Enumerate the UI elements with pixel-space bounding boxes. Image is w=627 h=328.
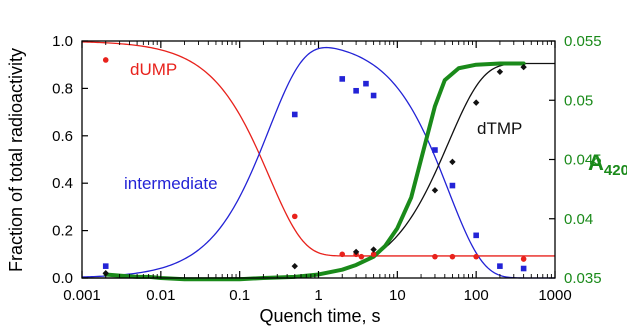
data-point-intermediate <box>520 265 527 272</box>
data-point-intermediate <box>363 80 369 87</box>
fit-curve-dtmp <box>82 62 555 279</box>
y-tick-label: 1.0 <box>52 33 73 50</box>
y2-tick-label: 0.04 <box>564 211 593 228</box>
data-point-dtmp <box>370 246 377 253</box>
data-point-intermediate <box>497 263 503 269</box>
y2-axis-title-main: A <box>588 150 604 175</box>
annotation-dump: dUMP <box>130 60 177 79</box>
data-point-intermediate <box>432 147 438 153</box>
data-point-dtmp <box>520 63 527 71</box>
x-tick-label: 1000 <box>538 287 571 304</box>
data-point-intermediate <box>339 76 346 82</box>
data-point-dtmp <box>102 270 109 277</box>
data-point-dtmp <box>291 262 298 270</box>
a420-trace <box>103 61 526 282</box>
data-point-intermediate <box>291 111 298 118</box>
data-point-intermediate <box>449 182 456 189</box>
data-point-dump <box>473 253 479 260</box>
x-tick-label: 1 <box>314 287 322 304</box>
fit-curve-intermediate <box>81 46 555 279</box>
data-point-dtmp <box>472 99 480 106</box>
x-tick-label: 10 <box>389 287 406 304</box>
data-point-intermediate <box>370 92 377 99</box>
annotation-dtmp: dTMP <box>477 119 522 138</box>
data-point-dump <box>291 213 298 220</box>
x-axis-title: Quench time, s <box>259 306 380 326</box>
data-point-dtmp <box>496 68 504 76</box>
data-point-intermediate <box>473 232 479 239</box>
labels: Quench time, s Fraction of total radioac… <box>6 48 627 326</box>
y2-tick-label: 0.045 <box>564 152 602 169</box>
y2-tick-label: 0.035 <box>564 270 602 287</box>
y-tick-label: 0.8 <box>52 80 73 97</box>
y-tick-label: 0.0 <box>52 270 73 287</box>
data-point-dtmp <box>449 158 456 166</box>
y-tick-label: 0.4 <box>52 175 73 192</box>
x-tick-label: 0.01 <box>146 287 175 304</box>
y-tick-label: 0.6 <box>52 128 73 145</box>
y-tick-label: 0.2 <box>52 223 73 240</box>
data-point-dump <box>449 253 456 260</box>
data-point-dump <box>358 253 365 260</box>
x-tick-label: 100 <box>464 287 489 304</box>
y2-axis-title-sub: 420 <box>604 162 627 179</box>
data-point-dump <box>520 256 527 262</box>
y2-tick-label: 0.055 <box>564 33 602 50</box>
data-point-dump <box>102 57 109 63</box>
y2-axis-title: A420 <box>588 150 627 179</box>
y-axis-title: Fraction of total radioactivity <box>6 48 26 272</box>
x-tick-label: 0.1 <box>229 287 250 304</box>
data-point-dtmp <box>352 248 360 256</box>
data-point-dump <box>339 251 346 258</box>
data-point-dtmp <box>431 187 439 194</box>
axes: 0.0 0.2 0.4 0.6 0.8 1.0 0.035 0.04 0.045 0.05 0.05… <box>52 33 601 304</box>
annotation-intermediate: intermediate <box>124 174 218 193</box>
x-tick-label: 0.001 <box>63 287 101 304</box>
data-point-intermediate <box>102 263 109 269</box>
data-point-dump <box>432 253 438 260</box>
data-point-intermediate <box>353 87 359 94</box>
y2-tick-label: 0.05 <box>564 92 593 109</box>
data-point-dump <box>370 251 377 258</box>
